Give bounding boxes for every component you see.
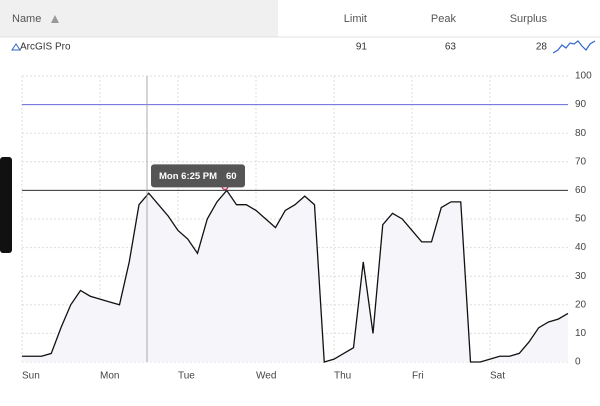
tooltip-value: 60 bbox=[226, 171, 237, 182]
y-tick-label: 20 bbox=[575, 299, 587, 310]
app-icon bbox=[11, 43, 21, 51]
x-tick-label: Sun bbox=[22, 371, 40, 382]
x-tick-label: Sat bbox=[490, 371, 505, 382]
x-tick-label: Mon bbox=[100, 371, 119, 382]
y-tick-label: 0 bbox=[575, 357, 581, 368]
y-tick-label: 10 bbox=[575, 328, 587, 339]
y-tick-label: 30 bbox=[575, 271, 587, 282]
x-tick-label: Thu bbox=[334, 371, 351, 382]
col-header[interactable]: Surplus bbox=[510, 13, 548, 25]
sparkline bbox=[552, 40, 596, 54]
row-surplus: 28 bbox=[536, 42, 548, 53]
side-tab[interactable] bbox=[0, 157, 12, 253]
y-tick-label: 60 bbox=[575, 185, 587, 196]
y-tick-label: 90 bbox=[575, 99, 587, 110]
col-header[interactable]: Peak bbox=[431, 13, 457, 25]
col-header[interactable]: Name bbox=[12, 13, 41, 25]
x-tick-label: Wed bbox=[256, 371, 276, 382]
row-peak: 63 bbox=[445, 42, 457, 53]
x-tick-label: Fri bbox=[412, 371, 424, 382]
line bbox=[22, 189, 569, 363]
y-tick-label: 80 bbox=[575, 128, 587, 139]
col-header[interactable]: Limit bbox=[344, 13, 367, 25]
y-tick-label: 70 bbox=[575, 156, 587, 167]
area bbox=[22, 190, 568, 362]
y-tick-label: 50 bbox=[575, 214, 587, 225]
x-tick-label: Tue bbox=[178, 371, 195, 382]
name-header-bg bbox=[0, 0, 278, 37]
tooltip-label: Mon 6:25 PM bbox=[159, 171, 217, 182]
y-tick-label: 100 bbox=[575, 71, 592, 82]
sort-icon[interactable] bbox=[51, 15, 59, 23]
y-tick-label: 40 bbox=[575, 242, 587, 253]
row-name: ArcGIS Pro bbox=[20, 42, 71, 53]
tooltip-box bbox=[151, 164, 245, 188]
row-limit: 91 bbox=[356, 42, 368, 53]
